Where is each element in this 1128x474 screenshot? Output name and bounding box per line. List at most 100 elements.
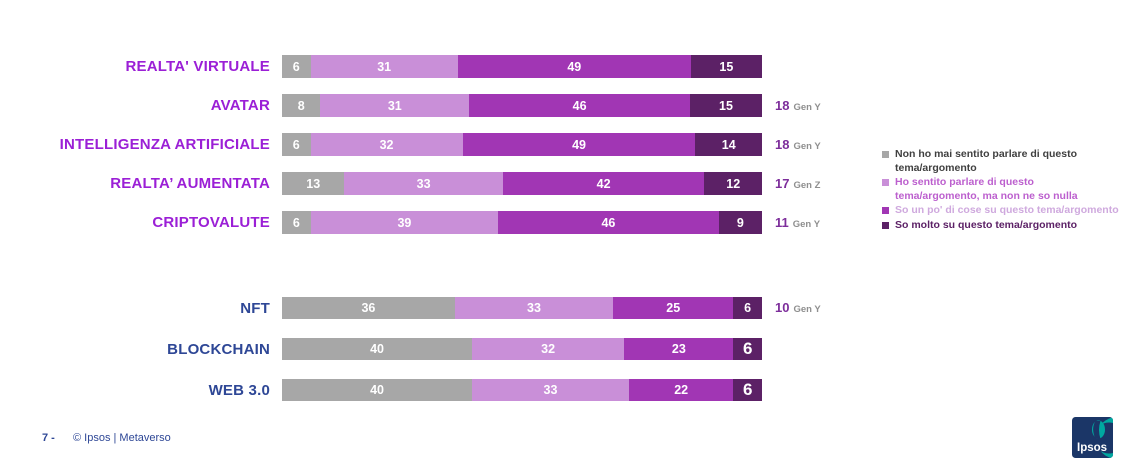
- segment-value: 32: [541, 342, 556, 356]
- segment-value: 6: [742, 380, 753, 399]
- segment-value: 32: [379, 137, 394, 152]
- stacked-bar: 40 32 23 6: [282, 338, 762, 360]
- bar-segment: 13: [282, 172, 345, 195]
- bar-segment: 14: [695, 133, 762, 156]
- category-label: REALTA’ AUMENTATA: [110, 175, 270, 192]
- bar-segment: 31: [320, 94, 470, 117]
- segment-value: 6: [292, 59, 300, 74]
- bar-segment: 6: [282, 133, 311, 156]
- category-label: AVATAR: [210, 97, 270, 114]
- segment-value: 12: [726, 176, 741, 191]
- bar-segment: 23: [624, 338, 734, 360]
- annotation-value: 11: [775, 214, 789, 230]
- bar-segment: 32: [472, 338, 625, 360]
- annotation-cohort: Gen Y: [792, 218, 821, 230]
- legend-label: So molto su questo tema/argomento: [895, 218, 1078, 231]
- segment-value: 15: [719, 59, 734, 74]
- bar-segment: 33: [454, 297, 614, 319]
- segment-value: 13: [306, 176, 321, 191]
- category-label: INTELLIGENZA ARTIFICIALE: [59, 136, 270, 153]
- row-annotation: 18 Gen Y: [775, 136, 821, 154]
- segment-value: 6: [292, 215, 300, 230]
- bar-segment: 49: [462, 133, 696, 156]
- chart-row: CRIPTOVALUTE 6 39 46 9 11 Gen Y: [0, 211, 821, 234]
- segment-value: 36: [361, 301, 376, 315]
- segment-value: 9: [736, 215, 744, 230]
- segment-value: 33: [527, 301, 541, 315]
- logo-text: Ipsos: [1077, 442, 1107, 454]
- segment-value: 6: [292, 137, 300, 152]
- legend-item: So un po' di cose su questo tema/argomen…: [882, 204, 1120, 218]
- chart-row: REALTA' VIRTUALE 6 31 49 15: [0, 55, 821, 78]
- row-annotation: 11 Gen Y: [775, 214, 820, 232]
- segment-value: 46: [572, 98, 587, 113]
- stacked-bar: 6 39 46 9: [282, 211, 762, 234]
- segment-value: 40: [370, 383, 384, 397]
- stacked-bar: 6 32 49 14: [282, 133, 762, 156]
- bar-segment: 46: [469, 94, 690, 117]
- legend-label: Ho sentito parlare di questo tema/argome…: [895, 176, 1078, 202]
- segment-value: 39: [397, 215, 412, 230]
- category-label: REALTA' VIRTUALE: [125, 58, 270, 75]
- annotation-cohort: Gen Y: [793, 304, 821, 315]
- segment-value: 6: [743, 339, 753, 358]
- category-label: NFT: [240, 299, 270, 317]
- category-label: BLOCKCHAIN: [167, 340, 270, 358]
- chart-row: WEB 3.0 40 33 22 6: [0, 379, 821, 401]
- annotation-value: 17: [775, 175, 790, 191]
- segment-value: 49: [572, 137, 586, 152]
- annotation-cohort: Gen Y: [793, 101, 821, 113]
- segment-value: 31: [377, 59, 392, 74]
- segment-value: 33: [416, 176, 431, 191]
- segment-value: 14: [721, 137, 736, 152]
- legend-item: Non ho mai sentito parlare di questo tem…: [882, 148, 1120, 175]
- bar-segment: 36: [282, 297, 455, 319]
- bar-segment: 22: [628, 379, 734, 401]
- row-annotation: 10 Gen Y: [775, 299, 821, 317]
- annotation-cohort: Gen Y: [793, 140, 821, 152]
- bar-segment: 49: [457, 55, 691, 78]
- legend-swatch-icon: [882, 207, 889, 214]
- segment-value: 49: [567, 59, 582, 74]
- segment-value: 42: [596, 176, 611, 191]
- bar-segment: 39: [310, 211, 498, 234]
- legend-item: Ho sentito parlare di questo tema/argome…: [882, 176, 1120, 203]
- segment-value: 25: [666, 301, 681, 315]
- legend-item: So molto su questo tema/argomento: [882, 219, 1120, 233]
- stacked-bar: 13 33 42 12: [282, 172, 762, 195]
- legend-swatch-icon: [882, 221, 889, 229]
- bar-segment: 6: [282, 211, 311, 234]
- segment-value: 46: [601, 215, 616, 230]
- stacked-bar: 40 33 22 6: [282, 379, 762, 401]
- category-label: WEB 3.0: [208, 381, 270, 399]
- segment-value: 31: [387, 98, 402, 113]
- chart-group-bottom: NFT 36 33 25 6 10 Gen Y BLOCKCHAIN 40 32 23 6 WEB 3.…: [0, 297, 821, 420]
- bar-segment: 9: [718, 211, 762, 234]
- bar-segment: 32: [310, 133, 463, 156]
- legend-label: Non ho mai sentito parlare di questo tem…: [895, 148, 1078, 174]
- chart-row: BLOCKCHAIN 40 32 23 6: [0, 338, 821, 360]
- segment-value: 8: [297, 98, 305, 113]
- bar-segment: 40: [282, 379, 473, 401]
- logo-face-profile: [1093, 421, 1101, 439]
- annotation-value: 18: [775, 136, 790, 152]
- row-annotation: 17 Gen Z: [775, 175, 820, 193]
- stacked-bar: 6 31 49 15: [282, 55, 762, 78]
- category-label: CRIPTOVALUTE: [152, 214, 270, 231]
- chart-group-top: REALTA' VIRTUALE 6 31 49 15 AVATAR 8 31 46 15 18 Ge…: [0, 55, 821, 250]
- stacked-bar: 8 31 46 15: [282, 94, 762, 117]
- segment-value: 33: [543, 383, 558, 397]
- stacked-bar: 36 33 25 6: [282, 297, 762, 319]
- bar-segment: 6: [733, 338, 762, 360]
- chart-row: INTELLIGENZA ARTIFICIALE 6 32 49 14 18 Gen Y: [0, 133, 821, 156]
- legend-swatch-icon: [882, 151, 889, 158]
- bar-segment: 12: [704, 172, 762, 195]
- annotation-cohort: Gen Z: [793, 179, 821, 191]
- bar-segment: 33: [344, 172, 503, 195]
- copyright-text: © Ipsos | Metaverso: [73, 432, 171, 444]
- row-annotation: 18 Gen Y: [775, 97, 821, 115]
- annotation-value: 10: [775, 300, 790, 315]
- segment-value: 15: [719, 98, 733, 113]
- segment-value: 23: [671, 342, 686, 356]
